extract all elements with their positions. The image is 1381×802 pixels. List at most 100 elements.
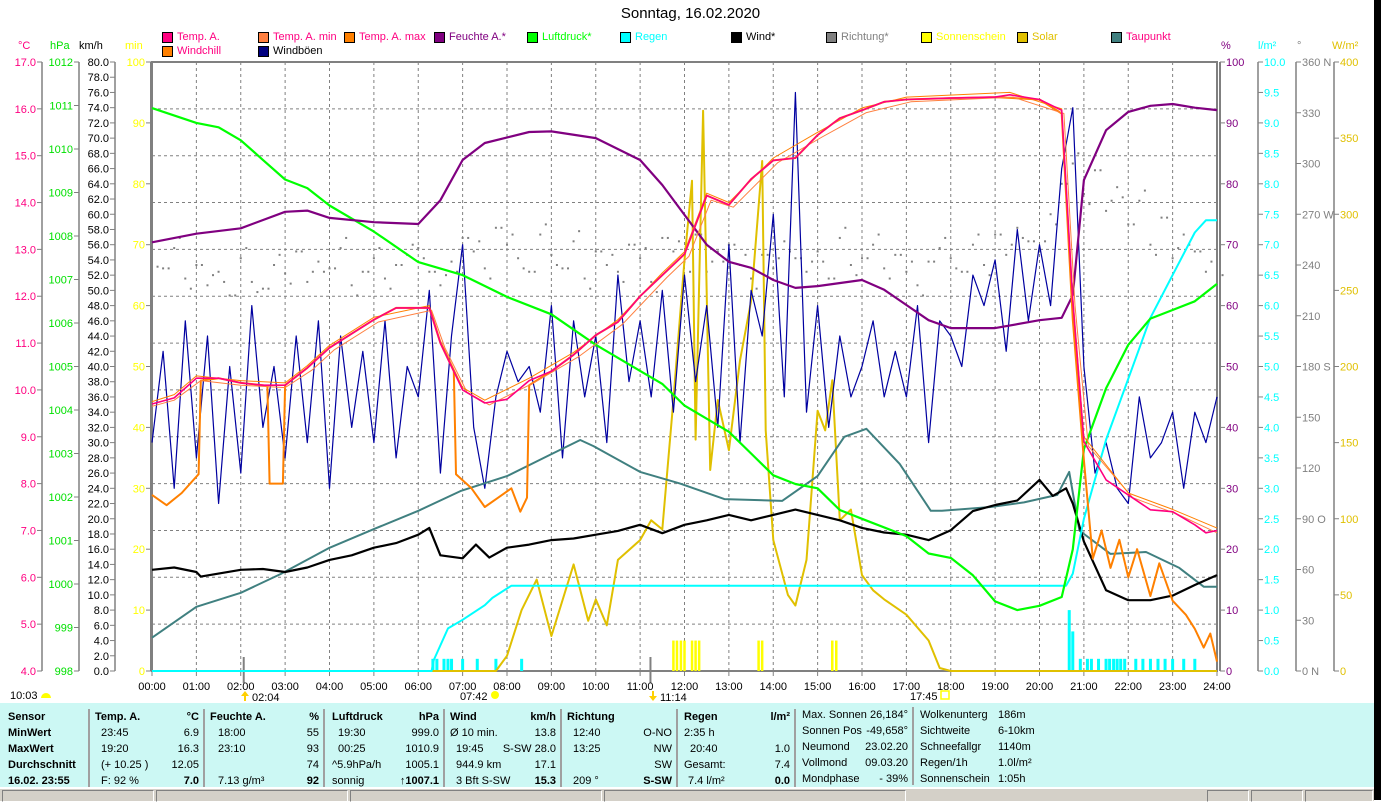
axis-tick-label: 16.0	[88, 544, 109, 556]
rain_rate-bar	[475, 658, 479, 671]
direction-point	[805, 270, 808, 273]
direction-point	[1016, 226, 1019, 229]
axis-tick-label: 1.0	[1264, 605, 1279, 617]
axis-tick-label: 50	[1226, 362, 1238, 374]
series-windchill-line	[151, 96, 1218, 662]
axis-tick-label: 70	[1226, 240, 1238, 252]
rain_rate-bar	[494, 658, 498, 671]
x-axis-tick-label: 00:00	[138, 681, 166, 693]
rain_rate-bar	[1078, 658, 1082, 671]
rain_rate-bar	[446, 658, 450, 671]
direction-point	[933, 260, 936, 263]
axis-tick-label: 30.0	[88, 438, 109, 450]
direction-point	[306, 280, 309, 283]
axis-tick-label: 56.0	[88, 240, 109, 252]
axis-tick-label: 40	[1226, 422, 1238, 434]
status-bar	[0, 788, 1374, 802]
direction-point	[289, 282, 292, 285]
sunshine-bar	[683, 640, 686, 671]
axis-tick-label: 12.0	[88, 575, 109, 587]
axis-temp: 4.0 5.0 6.0 7.0 8.0 9.0 10.0 11.0 12.0 13.0 14.0 15…	[15, 57, 43, 678]
x-axis-tick-label: 06:00	[404, 681, 432, 693]
direction-point	[1166, 216, 1169, 219]
axis-tick-label: 76.0	[88, 87, 109, 99]
axis-tick-label: 0 N	[1302, 666, 1319, 678]
direction-point	[189, 287, 192, 290]
series-wind-line	[151, 478, 1218, 602]
direction-point	[1221, 274, 1224, 277]
direction-point	[611, 253, 614, 256]
axis-tick-label: 10	[1226, 605, 1238, 617]
sunshine-bar	[679, 640, 683, 671]
trend-up-arrow-icon: ↑	[399, 775, 406, 787]
stats-time: 19:45	[456, 743, 484, 755]
legend-swatch	[162, 31, 173, 43]
stats-value: 74	[306, 759, 319, 771]
axis-tick-label: 30	[1302, 615, 1314, 627]
stats-time: 18:00	[218, 727, 246, 739]
direction-point	[400, 264, 403, 266]
axis-tick-label: 0	[139, 666, 145, 678]
direction-point	[827, 277, 830, 280]
stats-value: 1:05h	[998, 773, 1026, 785]
legend-swatch	[731, 31, 742, 43]
direction-point	[433, 270, 436, 273]
rain_rate-bar	[1112, 658, 1116, 671]
axis-tick-label: 250	[1340, 285, 1358, 297]
direction-point	[472, 250, 475, 253]
direction-point	[345, 236, 348, 239]
rain_rate-bar	[1193, 658, 1197, 671]
legend-item: Windböen	[258, 45, 323, 57]
axis-tick-label: 6.5	[1264, 270, 1279, 282]
stats-col-weather: Wolkenunterg 186m Sichtweite 6-10km Schnee…	[920, 707, 1060, 785]
sunshine-bar	[757, 640, 760, 671]
axis-tick-label: 62.0	[88, 194, 109, 206]
direction-point	[173, 247, 176, 250]
direction-point	[1116, 186, 1119, 189]
axis-tick-label: 1007	[49, 275, 73, 287]
direction-point	[278, 253, 281, 256]
axis-tick-label: 90 O	[1302, 514, 1326, 526]
legend-swatch	[344, 31, 355, 43]
axis-sun: 0 10 20 30 40 50 60 70 80 90 100	[127, 57, 152, 678]
rain_rate-bar	[1067, 610, 1071, 671]
stats-time: 19:30	[338, 727, 366, 739]
axis-tick-label: 240	[1302, 260, 1320, 272]
axis-tick-label: 28.0	[88, 453, 109, 465]
direction-point	[273, 264, 276, 266]
direction-point	[367, 270, 370, 273]
direction-point	[1010, 243, 1013, 246]
axis-tick-label: 9.5	[1264, 87, 1279, 99]
axis-tick-label: 80	[133, 179, 145, 191]
legend-item: Regen	[620, 31, 667, 43]
annotation-time: 11:14	[660, 691, 687, 704]
direction-point	[478, 240, 481, 243]
axis-tick-label: 18.0	[88, 529, 109, 541]
sunrise-icon	[490, 690, 500, 703]
axis-tick-label: 50	[1340, 590, 1352, 602]
stats-value: 92	[306, 775, 319, 787]
rain_rate-bar	[1089, 658, 1093, 671]
direction-point	[1055, 223, 1058, 226]
axis-tick-label: 1012	[49, 57, 73, 69]
direction-point	[966, 270, 969, 273]
stats-col-astro: Max. Sonnen 26,184° Sonnen Pos -49,658° Ne…	[802, 707, 914, 785]
direction-point	[1066, 182, 1069, 185]
direction-point	[766, 253, 769, 256]
legend-swatch	[258, 45, 269, 57]
direction-point	[661, 236, 664, 239]
status-segment	[156, 790, 348, 802]
direction-point	[994, 233, 997, 236]
direction-point	[1105, 209, 1108, 212]
x-axis-tick-label: 02:00	[227, 681, 255, 693]
axis-tick-label: 7.5	[1264, 209, 1279, 221]
direction-point	[1099, 169, 1102, 172]
axis-unit-solar: W/m²	[1332, 40, 1359, 52]
direction-point	[411, 243, 414, 246]
stats-label: Ø 10 min.	[450, 727, 498, 739]
axis-tick-label: 2.0	[1264, 544, 1279, 556]
stats-value: - 39%	[879, 773, 908, 785]
legend-item: Temp. A.	[162, 31, 220, 43]
axis-tick-label: 0.0	[94, 666, 109, 678]
x-axis-tick-label: 21:00	[1070, 681, 1098, 693]
